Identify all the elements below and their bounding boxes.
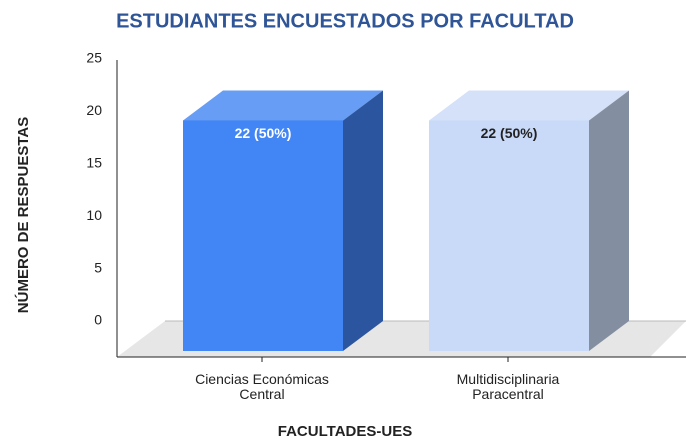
bar-side [343, 90, 383, 351]
bar-top [429, 90, 629, 121]
x-tick-label: Multidisciplinaria Paracentral [456, 371, 560, 402]
x-tick-label: Ciencias Económicas Central [195, 371, 329, 402]
y-tick-label: 0 [94, 312, 102, 328]
y-tick-label: 15 [86, 155, 102, 171]
y-tick-label: 20 [86, 102, 102, 118]
bar [183, 120, 343, 351]
y-tick-label: 5 [94, 259, 102, 275]
data-label: 22 (50%) [235, 125, 292, 141]
y-tick-label: 25 [86, 50, 102, 66]
y-axis-title: NÚMERO DE RESPUESTAS [14, 117, 32, 313]
bar-top [183, 90, 383, 121]
data-label: 22 (50%) [481, 125, 538, 141]
chart-title: ESTUDIANTES ENCUESTADOS POR FACULTAD [116, 10, 574, 32]
bar-side [589, 90, 629, 351]
y-tick-label: 10 [86, 207, 102, 223]
x-axis-title: FACULTADES-UES [278, 423, 412, 440]
bar [429, 120, 589, 351]
